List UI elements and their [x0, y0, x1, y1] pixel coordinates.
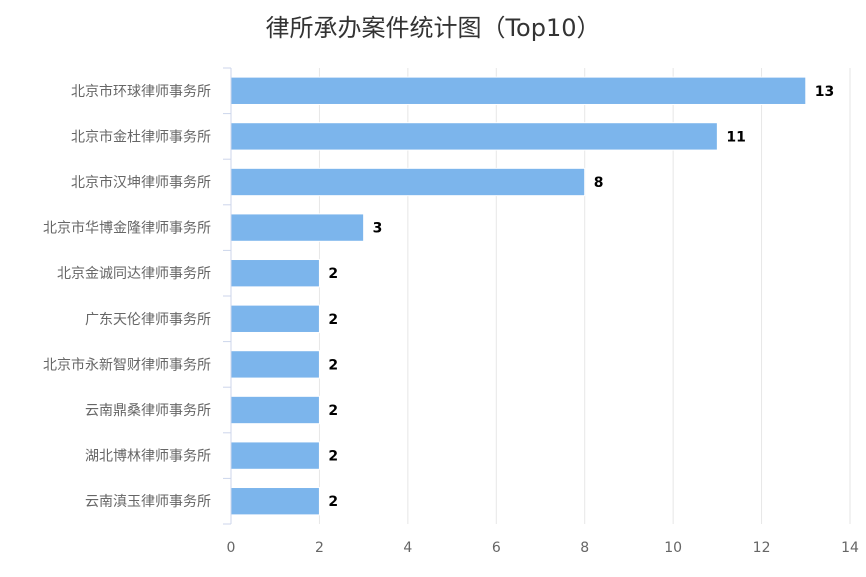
bar-1	[230, 122, 718, 151]
data-label-3: 3	[373, 221, 383, 237]
data-label-9: 2	[328, 494, 338, 510]
category-label-2: 北京市汉坤律师事务所	[71, 174, 211, 191]
x-tick-label-4: 4	[403, 540, 412, 556]
x-tick-label-12: 12	[753, 540, 771, 556]
bar-8	[230, 441, 320, 470]
bar-3	[230, 213, 365, 242]
category-label-0: 北京市环球律师事务所	[71, 83, 211, 100]
data-label-2: 8	[594, 175, 604, 191]
bar-7	[230, 395, 320, 425]
bar-2	[230, 167, 586, 197]
chart-title: 律所承办案件统计图（Top10）	[265, 14, 601, 42]
data-label-6: 2	[328, 357, 338, 373]
x-tick-label-6: 6	[492, 540, 501, 556]
category-label-1: 北京市金杜律师事务所	[71, 128, 211, 145]
x-tick-label-8: 8	[580, 540, 589, 556]
bar-5	[230, 304, 320, 333]
x-tick-label-0: 0	[227, 540, 236, 556]
data-label-8: 2	[328, 449, 338, 465]
category-label-9: 云南滇玉律师事务所	[85, 494, 211, 510]
category-label-4: 北京金诚同达律师事务所	[57, 266, 211, 282]
category-label-5: 广东天伦律师事务所	[85, 312, 211, 328]
data-label-7: 2	[328, 403, 338, 419]
x-tick-label-10: 10	[664, 540, 682, 556]
bar-9	[230, 487, 320, 516]
data-label-1: 11	[726, 129, 745, 145]
category-label-3: 北京市华博金隆律师事务所	[43, 220, 211, 237]
bars	[230, 76, 807, 516]
bar-6	[230, 350, 320, 379]
labels: 0 2 4 6 8 10 12 14 北京市环球律师事务所 13 北京市金杜律师事务所 11 北京市汉坤…	[43, 83, 859, 556]
category-label-8: 湖北博林律师事务所	[85, 448, 211, 465]
data-label-5: 2	[328, 312, 338, 328]
data-label-0: 13	[815, 84, 834, 100]
x-tick-label-14: 14	[841, 540, 859, 556]
category-label-6: 北京市永新智财律师事务所	[43, 356, 211, 373]
bar-0	[230, 76, 807, 105]
bar-4	[230, 259, 320, 288]
data-label-4: 2	[328, 266, 338, 282]
axes	[223, 67, 232, 525]
x-tick-label-2: 2	[315, 540, 324, 556]
category-label-7: 云南鼎桑律师事务所	[85, 403, 211, 419]
